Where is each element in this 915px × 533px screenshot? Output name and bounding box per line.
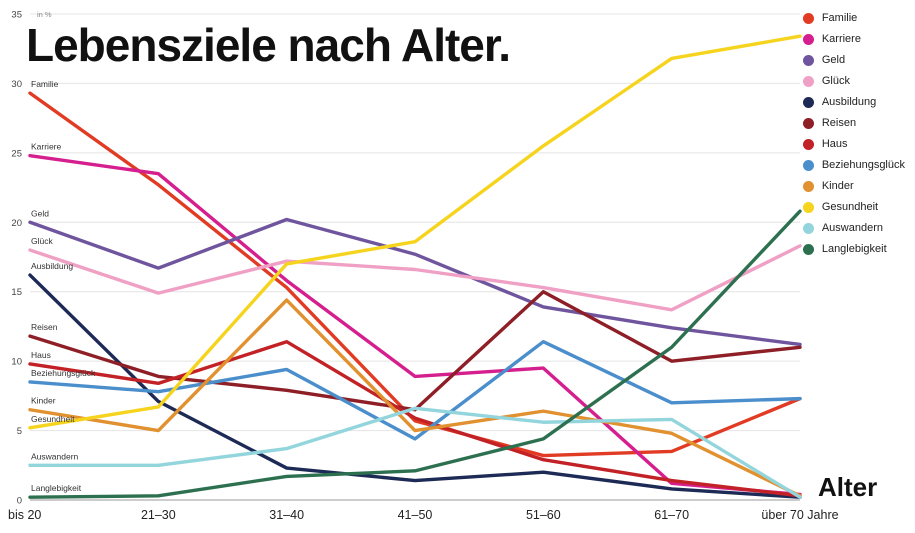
- legend-item-haus: Haus: [802, 138, 905, 150]
- legend-label: Familie: [821, 12, 858, 24]
- series-line-glück: [28, 244, 802, 312]
- legend-label: Karriere: [821, 33, 861, 45]
- series-start-label: Beziehungsglück: [31, 368, 96, 378]
- legend-label: Geld: [821, 54, 846, 66]
- legend-label: Gesundheit: [821, 201, 879, 213]
- legend-swatch-icon: [802, 222, 814, 234]
- legend-item-ausbildung: Ausbildung: [802, 96, 905, 108]
- legend-item-beziehungsglück: Beziehungsglück: [802, 159, 905, 171]
- legend-item-karriere: Karriere: [802, 33, 905, 45]
- legend-swatch-icon: [802, 138, 814, 150]
- legend-label: Ausbildung: [821, 96, 877, 108]
- legend-item-auswandern: Auswandern: [802, 222, 905, 234]
- series-line-ausbildung: [28, 273, 802, 499]
- legend-item-gesundheit: Gesundheit: [802, 201, 905, 213]
- series-start-label: Auswandern: [31, 451, 79, 461]
- legend-swatch-icon: [802, 180, 814, 192]
- legend-swatch-icon: [802, 12, 814, 24]
- series-start-label: Haus: [31, 350, 51, 360]
- series-start-label: Langlebigkeit: [31, 483, 82, 493]
- legend-swatch-icon: [802, 54, 814, 66]
- legend-label: Haus: [821, 138, 848, 150]
- series-start-label: Familie: [31, 79, 59, 89]
- legend-item-reisen: Reisen: [802, 117, 905, 129]
- series-start-label: Karriere: [31, 142, 62, 152]
- legend-item-langlebigkeit: Langlebigkeit: [802, 243, 905, 255]
- legend-label: Langlebigkeit: [821, 243, 887, 255]
- y-tick-label: 5: [17, 426, 22, 437]
- legend-label: Auswandern: [821, 222, 883, 234]
- x-tick-label: über 70 Jahre: [761, 508, 838, 522]
- y-tick-label: 30: [11, 79, 22, 90]
- series-line-geld: [28, 217, 802, 347]
- series-line-auswandern: [28, 406, 802, 499]
- series-line-familie: [28, 91, 802, 458]
- y-tick-label: 25: [11, 148, 22, 159]
- x-tick-label: 31–40: [269, 508, 304, 522]
- y-tick-label: 0: [17, 496, 22, 507]
- chart-title: Lebensziele nach Alter.: [26, 19, 511, 71]
- series-start-label: Reisen: [31, 322, 58, 332]
- series-start-label: Geld: [31, 208, 49, 218]
- series-start-label: Kinder: [31, 396, 56, 406]
- series-line-karriere: [28, 153, 802, 497]
- series-start-label: Glück: [31, 236, 53, 246]
- x-axis-label: Alter: [818, 472, 878, 502]
- legend-swatch-icon: [802, 201, 814, 213]
- legend-item-glück: Glück: [802, 75, 905, 87]
- x-tick-label: 61–70: [654, 508, 689, 522]
- series-line-gesundheit: [28, 34, 802, 430]
- series-start-label: Gesundheit: [31, 414, 75, 424]
- legend-item-geld: Geld: [802, 54, 905, 66]
- legend-swatch-icon: [802, 96, 814, 108]
- y-tick-label: 35: [11, 10, 22, 21]
- y-axis-unit: in %: [37, 10, 52, 19]
- x-tick-label: bis 20: [8, 508, 41, 522]
- legend-swatch-icon: [802, 33, 814, 45]
- legend-label: Beziehungsglück: [821, 159, 905, 171]
- legend-item-familie: Familie: [802, 12, 905, 24]
- legend-swatch-icon: [802, 75, 814, 87]
- series-line-haus: [28, 340, 802, 498]
- legend-label: Reisen: [821, 117, 857, 129]
- x-tick-label: 51–60: [526, 508, 561, 522]
- series-line-kinder: [28, 298, 802, 498]
- series-line-langlebigkeit: [28, 209, 802, 499]
- x-tick-label: 41–50: [398, 508, 433, 522]
- y-tick-label: 15: [11, 287, 22, 298]
- series-line-beziehungsglück: [28, 340, 802, 441]
- legend: Familie Karriere Geld Glück Ausbildung Reisen…: [802, 12, 905, 255]
- x-tick-label: 21–30: [141, 508, 176, 522]
- y-tick-label: 20: [11, 218, 22, 229]
- legend-swatch-icon: [802, 117, 814, 129]
- legend-swatch-icon: [802, 243, 814, 255]
- series-start-label: Ausbildung: [31, 261, 73, 271]
- legend-item-kinder: Kinder: [802, 180, 905, 192]
- legend-swatch-icon: [802, 159, 814, 171]
- y-tick-label: 10: [11, 357, 22, 368]
- legend-label: Glück: [821, 75, 850, 87]
- legend-label: Kinder: [821, 180, 854, 192]
